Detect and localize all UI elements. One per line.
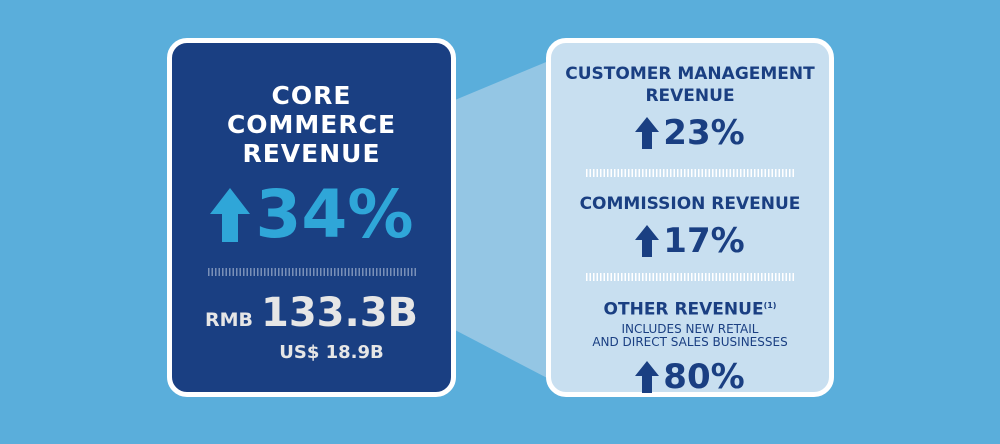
breakdown-other: OTHER REVENUE(1) INCLUDES NEW RETAIL AND…: [592, 299, 788, 397]
arrow-up-icon: [635, 117, 660, 149]
divider: [207, 268, 416, 276]
divider: [586, 169, 794, 177]
core-growth-value: 34%: [255, 176, 414, 253]
arrow-up-icon: [635, 360, 660, 393]
core-growth: 34%: [172, 180, 451, 250]
revenue-breakdown-card: CUSTOMER MANAGEMENT REVENUE 23% COMMISSI…: [546, 38, 834, 397]
core-usd-amount: US$ 18.9B: [279, 342, 384, 363]
core-title: CORE COMMERCE REVENUE: [226, 81, 397, 168]
footnote-marker: (1): [763, 301, 777, 310]
breakdown-customer-management: CUSTOMER MANAGEMENT REVENUE 23%: [565, 64, 815, 153]
core-amount: RMB 133.3B: [204, 290, 419, 336]
arrow-up-icon: [635, 225, 660, 257]
core-commerce-card: CORE COMMERCE REVENUE 34% RMB 133.3B US$…: [167, 38, 456, 397]
breakdown-commission: COMMISSION REVENUE 17%: [579, 194, 801, 261]
arrow-up-icon: [209, 188, 250, 242]
divider: [586, 273, 794, 281]
